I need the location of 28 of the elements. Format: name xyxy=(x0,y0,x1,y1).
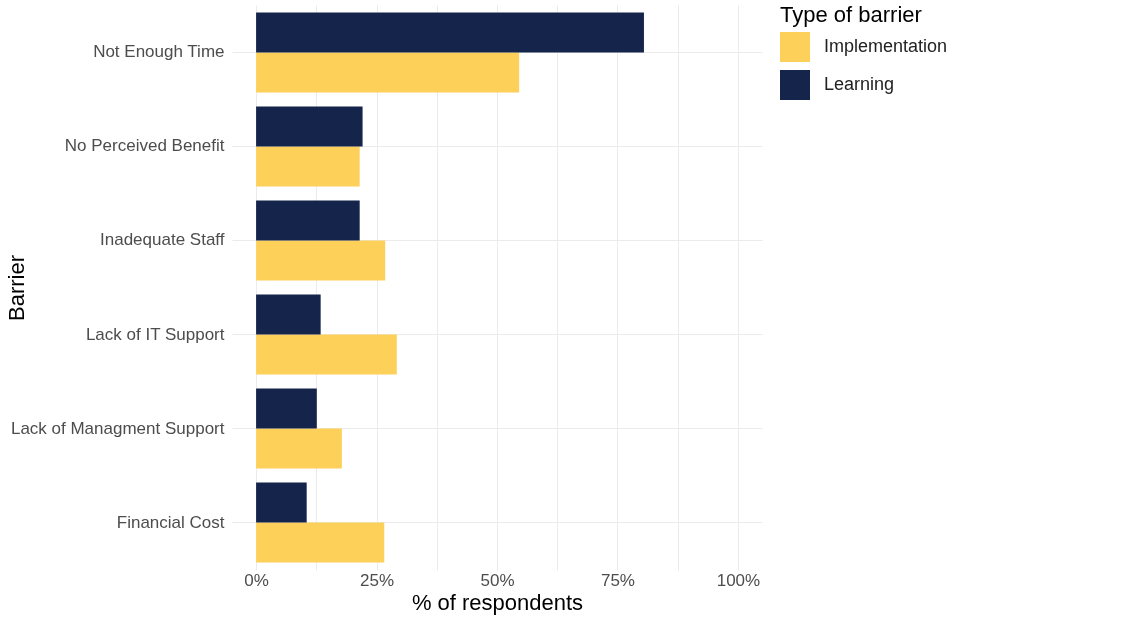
bar xyxy=(256,52,520,93)
y-tick-label: Not Enough Time xyxy=(93,42,225,62)
bar xyxy=(256,12,644,53)
legend-title: Type of barrier xyxy=(780,2,922,27)
bar xyxy=(256,200,360,241)
x-tick-label: 0% xyxy=(244,570,269,590)
x-tick-label: 25% xyxy=(360,570,395,590)
legend-label: Learning xyxy=(824,74,895,94)
y-tick-label: Inadequate Staff xyxy=(100,230,225,250)
bar xyxy=(256,388,317,429)
x-axis-title: % of respondents xyxy=(411,589,584,615)
bar xyxy=(256,106,363,147)
bar xyxy=(256,522,385,563)
y-tick-label: Financial Cost xyxy=(116,512,225,532)
bar xyxy=(256,146,360,187)
bar xyxy=(256,294,321,335)
y-tick-label: Lack of IT Support xyxy=(85,324,225,344)
legend-label: Implementation xyxy=(824,36,948,56)
x-tick-label: 100% xyxy=(716,570,761,590)
y-tick-label: No Perceived Benefit xyxy=(64,136,225,156)
x-tick-label: 50% xyxy=(480,570,515,590)
bar xyxy=(256,482,307,523)
bar xyxy=(256,240,386,281)
y-axis-title: Barrier xyxy=(3,254,29,322)
bar xyxy=(256,334,397,375)
bar xyxy=(256,428,342,469)
x-tick-label: 75% xyxy=(600,570,635,590)
y-tick-label: Lack of Managment Support xyxy=(10,418,225,438)
